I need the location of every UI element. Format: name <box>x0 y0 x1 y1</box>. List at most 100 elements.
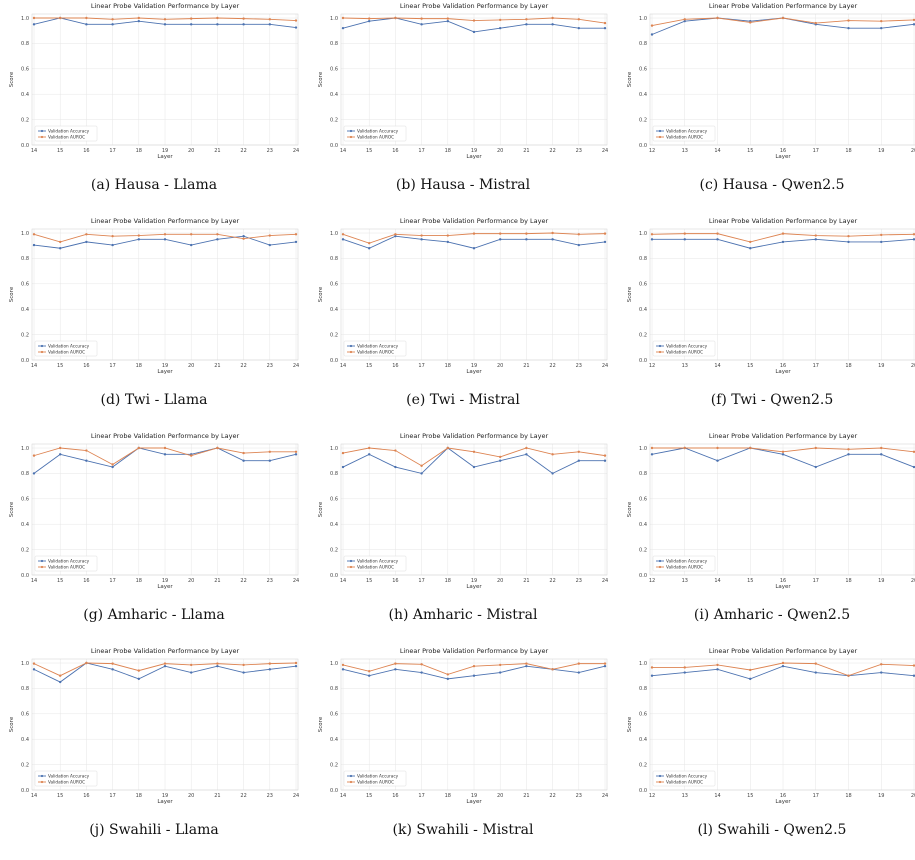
auroc-point <box>716 663 719 667</box>
chart-panel: Linear Probe Validation Performance by L… <box>622 215 915 430</box>
line-chart: Linear Probe Validation Performance by L… <box>627 432 915 590</box>
legend-marker <box>658 780 662 784</box>
x-tick-label: 20 <box>188 578 194 584</box>
y-tick-label: 0.0 <box>330 788 338 794</box>
auroc-point <box>781 232 785 235</box>
x-tick-label: 24 <box>602 793 608 799</box>
auroc-point <box>603 232 607 235</box>
auroc-point <box>912 233 915 236</box>
auroc-point <box>85 233 88 236</box>
accuracy-point <box>85 23 88 26</box>
y-tick-label: 0.2 <box>21 332 29 338</box>
auroc-point <box>499 232 502 235</box>
y-tick-label: 0.4 <box>330 92 338 98</box>
accuracy-point <box>294 240 298 244</box>
x-tick-label: 21 <box>523 363 529 369</box>
line-chart: Linear Probe Validation Performance by L… <box>627 647 915 805</box>
accuracy-point <box>163 453 167 456</box>
auroc-point <box>216 446 219 450</box>
auroc-point <box>603 454 607 457</box>
x-tick-label: 18 <box>845 148 851 154</box>
x-tick-label: 13 <box>682 148 688 154</box>
legend-marker <box>40 350 44 354</box>
x-tick-label: 14 <box>714 363 720 369</box>
auroc-point <box>577 18 580 21</box>
auroc-point <box>749 668 752 672</box>
subfigure-caption: (e) Twi - Mistral <box>406 392 520 408</box>
auroc-point <box>216 233 219 236</box>
accuracy-point <box>781 453 785 456</box>
y-tick-label: 1.0 <box>330 16 338 22</box>
subfigure-caption: (h) Amharic - Mistral <box>388 607 538 623</box>
accuracy-point <box>420 23 423 26</box>
auroc-point <box>880 19 883 23</box>
x-tick-label: 20 <box>911 148 915 154</box>
x-tick-label: 15 <box>366 148 372 154</box>
accuracy-point <box>341 668 345 671</box>
accuracy-point <box>847 240 850 244</box>
x-tick-label: 19 <box>162 793 168 799</box>
accuracy-point <box>577 243 580 247</box>
x-tick-label: 17 <box>418 793 424 799</box>
legend-marker <box>349 344 353 348</box>
legend-box <box>343 555 407 572</box>
auroc-point <box>32 233 36 236</box>
x-tick-label: 18 <box>845 578 851 584</box>
legend-box <box>34 340 98 357</box>
auroc-point <box>59 674 62 677</box>
auroc-point <box>749 240 752 244</box>
chart-title: Linear Probe Validation Performance by L… <box>709 217 858 225</box>
accuracy-point <box>446 677 449 681</box>
chart-title: Linear Probe Validation Performance by L… <box>400 2 549 10</box>
auroc-point <box>525 232 528 235</box>
y-axis-label: Score <box>318 716 324 732</box>
accuracy-point <box>880 240 883 244</box>
auroc-point <box>781 661 785 665</box>
auroc-point <box>294 450 298 454</box>
auroc-point <box>499 455 502 459</box>
accuracy-point <box>111 465 114 469</box>
legend-marker <box>40 559 44 563</box>
accuracy-point <box>525 453 528 456</box>
legend-entry: Validation AUROC <box>357 350 394 355</box>
line-chart: Linear Probe Validation Performance by L… <box>9 647 299 805</box>
auroc-point <box>749 446 752 450</box>
y-tick-label: 1.0 <box>639 16 647 22</box>
plot-frame <box>31 658 299 791</box>
auroc-point <box>847 448 850 451</box>
chart-panel: Linear Probe Validation Performance by L… <box>4 430 304 645</box>
x-tick-label: 16 <box>392 148 398 154</box>
chart-title: Linear Probe Validation Performance by L… <box>709 647 858 655</box>
x-tick-label: 20 <box>911 363 915 369</box>
plot-frame <box>649 658 915 791</box>
x-tick-label: 24 <box>293 363 299 369</box>
x-tick-label: 17 <box>813 578 819 584</box>
y-tick-label: 0.8 <box>330 256 338 262</box>
y-axis-label: Score <box>627 716 633 732</box>
x-tick-label: 19 <box>162 578 168 584</box>
x-tick-label: 20 <box>497 793 503 799</box>
legend-box <box>652 555 716 572</box>
auroc-point <box>472 19 476 22</box>
auroc-point <box>85 16 88 20</box>
x-tick-label: 21 <box>214 793 220 799</box>
x-axis-label: Layer <box>157 584 173 590</box>
accuracy-point <box>190 23 193 26</box>
auroc-point <box>341 663 345 667</box>
x-axis-label: Layer <box>157 154 173 160</box>
subfigure-caption: (b) Hausa - Mistral <box>395 177 531 193</box>
auroc-point <box>814 234 817 237</box>
auroc-point <box>111 234 114 238</box>
x-tick-label: 14 <box>714 578 720 584</box>
legend-box <box>652 340 716 357</box>
accuracy-point <box>880 671 883 674</box>
x-tick-label: 18 <box>845 793 851 799</box>
accuracy-point <box>446 240 449 244</box>
x-tick-label: 14 <box>31 793 37 799</box>
auroc-point <box>420 464 423 467</box>
accuracy-point <box>242 23 245 26</box>
x-tick-label: 19 <box>878 793 884 799</box>
auroc-point <box>59 240 62 244</box>
auroc-point <box>525 446 528 450</box>
auroc-point <box>32 16 36 20</box>
